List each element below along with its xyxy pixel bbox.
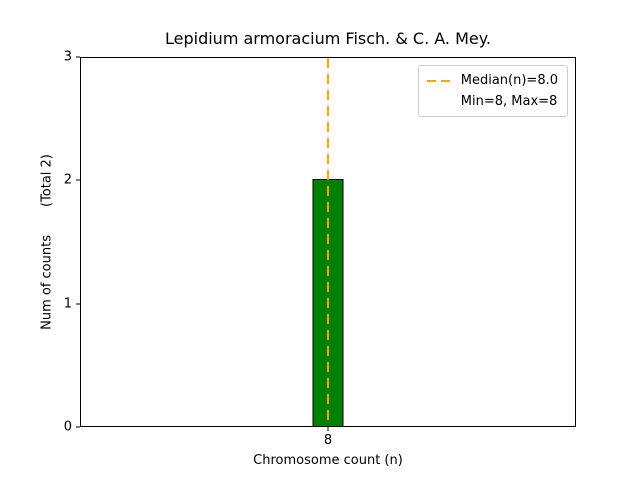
y-tick-mark [76, 303, 80, 305]
y-tick-mark [76, 56, 80, 58]
dashed-line-swatch-icon [426, 79, 454, 82]
y-tick-label: 1 [63, 296, 72, 312]
legend: Median(n)=8.0 Min=8, Max=8 [417, 65, 568, 117]
chart-title: Lepidium armoracium Fisch. & C. A. Mey. [165, 29, 491, 48]
y-axis-label-text: Num of counts [39, 235, 55, 330]
median-dashed-line [327, 58, 329, 426]
legend-label-median: Median(n)=8.0 [460, 73, 558, 88]
y-tick-mark [76, 426, 80, 428]
x-tick-label-8: 8 [323, 433, 333, 448]
x-axis-label: Chromosome count (n) [253, 453, 403, 468]
x-tick-mark [327, 427, 329, 431]
legend-label-minmax: Min=8, Max=8 [460, 94, 558, 109]
y-tick-label: 3 [63, 49, 72, 65]
y-tick-label: 2 [63, 172, 72, 188]
plot-area: Median(n)=8.0 Min=8, Max=8 [80, 57, 576, 427]
legend-entry-median: Median(n)=8.0 [426, 71, 558, 90]
y-tick-label: 0 [63, 419, 72, 435]
y-axis-total-annotation: (Total 2) [39, 154, 55, 208]
y-axis-label: Num of counts (Total 2) [40, 154, 55, 330]
y-tick-mark [76, 179, 80, 181]
legend-entry-minmax: Min=8, Max=8 [427, 92, 558, 111]
